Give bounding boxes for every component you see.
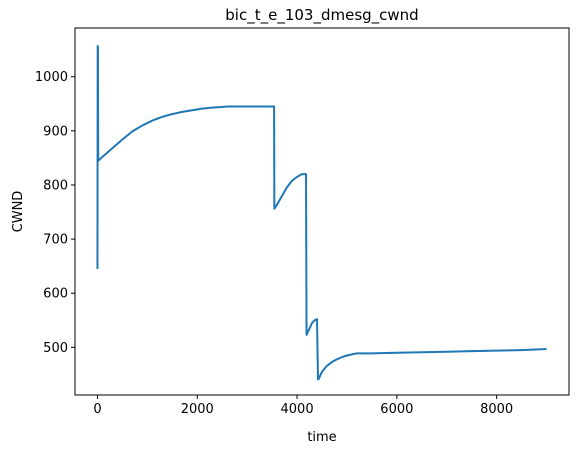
y-axis: 500 600 700 800 900 1000 bbox=[35, 70, 75, 356]
x-tick-label: 0 bbox=[93, 402, 101, 417]
x-tick-label: 4000 bbox=[281, 402, 314, 417]
y-tick-label: 800 bbox=[43, 178, 68, 193]
x-tick-label: 8000 bbox=[480, 402, 513, 417]
x-tick-label: 6000 bbox=[380, 402, 413, 417]
y-tick-label: 1000 bbox=[35, 70, 68, 85]
y-tick-label: 500 bbox=[43, 341, 68, 356]
y-tick-label: 700 bbox=[43, 233, 68, 248]
axes-frame bbox=[74, 27, 570, 396]
series-line-0 bbox=[96, 44, 547, 381]
y-tick-label: 900 bbox=[43, 124, 68, 139]
plot-area bbox=[75, 28, 569, 395]
y-axis-label: CWND bbox=[11, 191, 26, 233]
x-axis-label: time bbox=[307, 430, 336, 445]
x-tick-label: 2000 bbox=[181, 402, 214, 417]
x-axis: 0 2000 4000 6000 8000 bbox=[93, 395, 513, 417]
y-tick-label: 600 bbox=[43, 287, 68, 302]
chart-title: bic_t_e_103_dmesg_cwnd bbox=[225, 6, 418, 25]
series-layer bbox=[96, 44, 547, 381]
